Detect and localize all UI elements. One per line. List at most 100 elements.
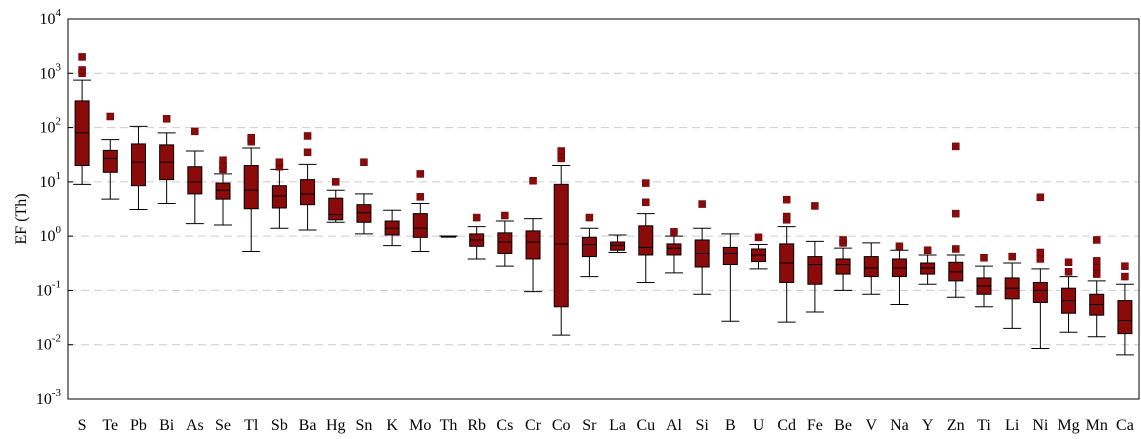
box-Na	[890, 242, 909, 306]
y-tick-label: 104	[40, 7, 62, 28]
x-tick-label: Sr	[582, 417, 597, 434]
iqr-box	[300, 179, 316, 206]
outlier-point	[106, 112, 115, 121]
outlier-point	[839, 236, 847, 244]
x-tick-label: Cr	[525, 417, 542, 434]
x-tick-label: B	[725, 417, 736, 434]
outlier-point	[585, 213, 594, 222]
x-tick-label: Rb	[467, 417, 486, 434]
iqr-box	[920, 262, 936, 275]
outlier-point	[1036, 193, 1045, 202]
outlier-point	[1064, 258, 1073, 267]
x-tick-label: Li	[1005, 417, 1020, 434]
iqr-box	[835, 258, 851, 275]
x-tick-label: Se	[215, 417, 231, 434]
iqr-box	[356, 204, 372, 223]
x-tick-label: Al	[666, 417, 683, 434]
iqr-box	[215, 182, 231, 200]
x-tick-label: Ti	[977, 417, 991, 434]
outlier-point	[782, 195, 791, 204]
box-U	[749, 233, 768, 270]
iqr-box	[187, 166, 203, 195]
outlier-point	[952, 209, 960, 218]
outlier-point	[247, 133, 255, 142]
outlier-point	[1036, 255, 1045, 263]
y-axis-title: EF (Th)	[13, 193, 30, 244]
box-Th	[439, 235, 458, 238]
box-Cd	[777, 195, 796, 323]
y-axis-ticks: 10-3 10-2 10-1 100 101 102 103 104	[36, 7, 73, 408]
outlier-point	[191, 127, 199, 136]
outlier-point	[1092, 257, 1101, 265]
outlier-point	[754, 233, 763, 242]
outlier-point	[1036, 248, 1045, 257]
box-V	[862, 242, 881, 295]
outlier-point	[980, 253, 988, 262]
box-Mn	[1087, 236, 1106, 338]
box-Hg	[326, 178, 345, 223]
iqr-box	[666, 243, 682, 256]
y-tick-label: 10-3	[36, 387, 62, 408]
outlier-point	[1008, 252, 1016, 261]
y-tick-label: 101	[40, 170, 62, 191]
outlier-point	[303, 132, 312, 140]
iqr-box	[497, 232, 513, 254]
outlier-point	[642, 198, 650, 207]
y-tick-label: 10-2	[36, 333, 61, 354]
x-tick-label: V	[865, 417, 877, 434]
x-tick-label: Pb	[130, 417, 147, 434]
box-As	[185, 127, 204, 225]
y-tick-label: 103	[40, 61, 62, 82]
outlier-point	[698, 200, 706, 208]
x-tick-label: Zn	[947, 417, 965, 434]
iqr-box	[102, 149, 118, 173]
x-tick-label: Th	[440, 417, 458, 434]
iqr-box	[863, 256, 879, 278]
outlier-point	[416, 170, 425, 178]
outlier-point	[78, 53, 86, 61]
x-tick-label: Be	[834, 417, 852, 434]
outlier-point	[811, 202, 819, 210]
iqr-box	[412, 213, 428, 238]
box-Se	[214, 156, 233, 226]
x-tick-label: Co	[552, 417, 571, 434]
grid-lines	[68, 72, 1139, 346]
x-tick-label: Te	[102, 417, 118, 434]
outlier-point	[162, 115, 171, 123]
boxes	[73, 53, 1134, 356]
box-Sn	[354, 158, 373, 235]
iqr-box	[243, 165, 259, 210]
x-tick-label: Ni	[1032, 417, 1049, 434]
x-tick-label: Na	[890, 417, 909, 434]
box-Li	[1003, 252, 1022, 329]
iqr-box	[807, 256, 823, 285]
iqr-box	[130, 143, 146, 187]
y-tick-label: 102	[40, 116, 62, 137]
box-Y	[918, 246, 937, 285]
iqr-box	[610, 241, 626, 251]
outlier-point	[1121, 262, 1129, 270]
box-Cs	[495, 211, 514, 267]
x-tick-label: Si	[695, 417, 709, 434]
outlier-point	[1121, 272, 1129, 281]
x-tick-label: K	[386, 417, 398, 434]
box-Rb	[467, 213, 486, 260]
iqr-box	[271, 185, 287, 209]
outlier-point	[501, 211, 509, 220]
iqr-box	[525, 230, 541, 260]
x-tick-label: Ba	[299, 417, 317, 434]
box-Ca	[1115, 262, 1134, 356]
x-tick-label: Cd	[777, 417, 796, 434]
box-Sr	[580, 213, 599, 278]
x-tick-label: Cu	[636, 417, 655, 434]
plot-frame	[67, 18, 1140, 400]
outlier-point	[472, 213, 481, 222]
box-Pb	[129, 125, 148, 210]
x-tick-label: Mo	[409, 417, 431, 434]
iqr-box	[328, 197, 344, 221]
outlier-point	[557, 147, 565, 155]
x-tick-label: La	[609, 417, 626, 434]
box-Te	[101, 112, 120, 200]
box-S	[73, 53, 92, 185]
